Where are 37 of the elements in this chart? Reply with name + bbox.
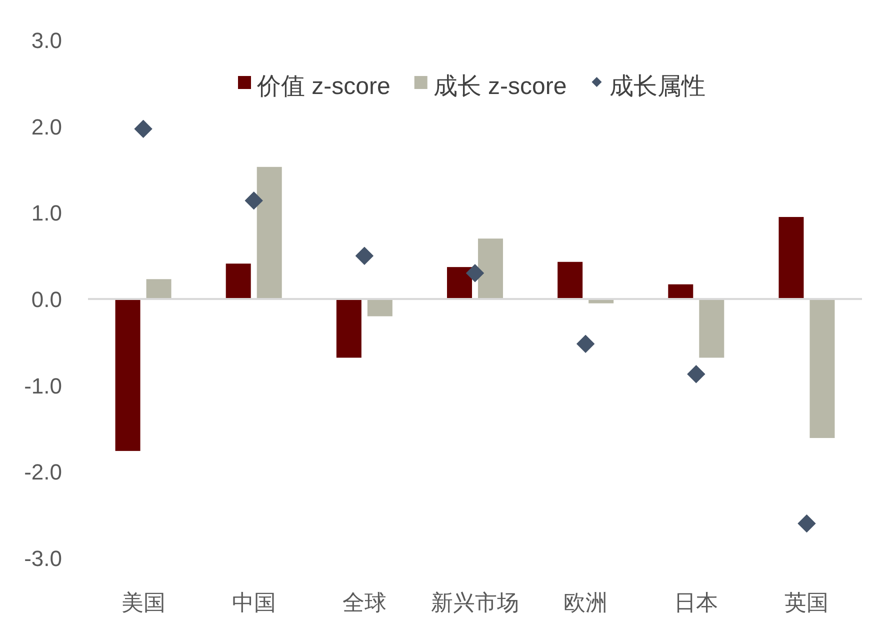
point: [244, 192, 263, 210]
bar: [226, 264, 251, 299]
point: [798, 514, 816, 532]
point: [466, 264, 484, 282]
bar: [668, 284, 694, 299]
bar: [699, 299, 724, 358]
point: [687, 365, 706, 384]
x-tick-label: 全球: [342, 590, 386, 615]
x-tick-label: 新兴市场: [431, 590, 519, 615]
bar: [256, 166, 282, 299]
x-tick-label: 美国: [121, 590, 166, 615]
bar: [367, 299, 392, 316]
bar: [778, 216, 804, 299]
bar: [810, 299, 835, 438]
y-tick-label: 3.0: [31, 28, 62, 53]
x-tick-label: 欧洲: [564, 590, 608, 615]
point: [576, 334, 595, 353]
y-tick-label: 1.0: [31, 200, 62, 226]
point: [355, 246, 374, 265]
bar: [146, 279, 172, 299]
bar: [336, 299, 362, 358]
y-tick-label: 2.0: [31, 114, 62, 140]
bar: [115, 299, 140, 451]
bar: [447, 267, 472, 299]
legend-label: 价值 z-score: [256, 73, 390, 100]
x-tick-label: 英国: [784, 590, 829, 615]
y-tick-label: -2.0: [24, 460, 62, 485]
legend-label: 成长 z-score: [433, 73, 567, 100]
bar: [478, 238, 503, 299]
legend-label: 成长属性: [610, 73, 706, 100]
x-tick-label: 日本: [674, 590, 718, 615]
y-tick-label: -3.0: [24, 546, 62, 571]
point: [134, 120, 152, 138]
x-tick-label: 中国: [232, 590, 276, 615]
bar: [558, 262, 583, 299]
y-tick-label: 0.0: [31, 287, 62, 312]
y-tick-label: -1.0: [24, 373, 62, 398]
